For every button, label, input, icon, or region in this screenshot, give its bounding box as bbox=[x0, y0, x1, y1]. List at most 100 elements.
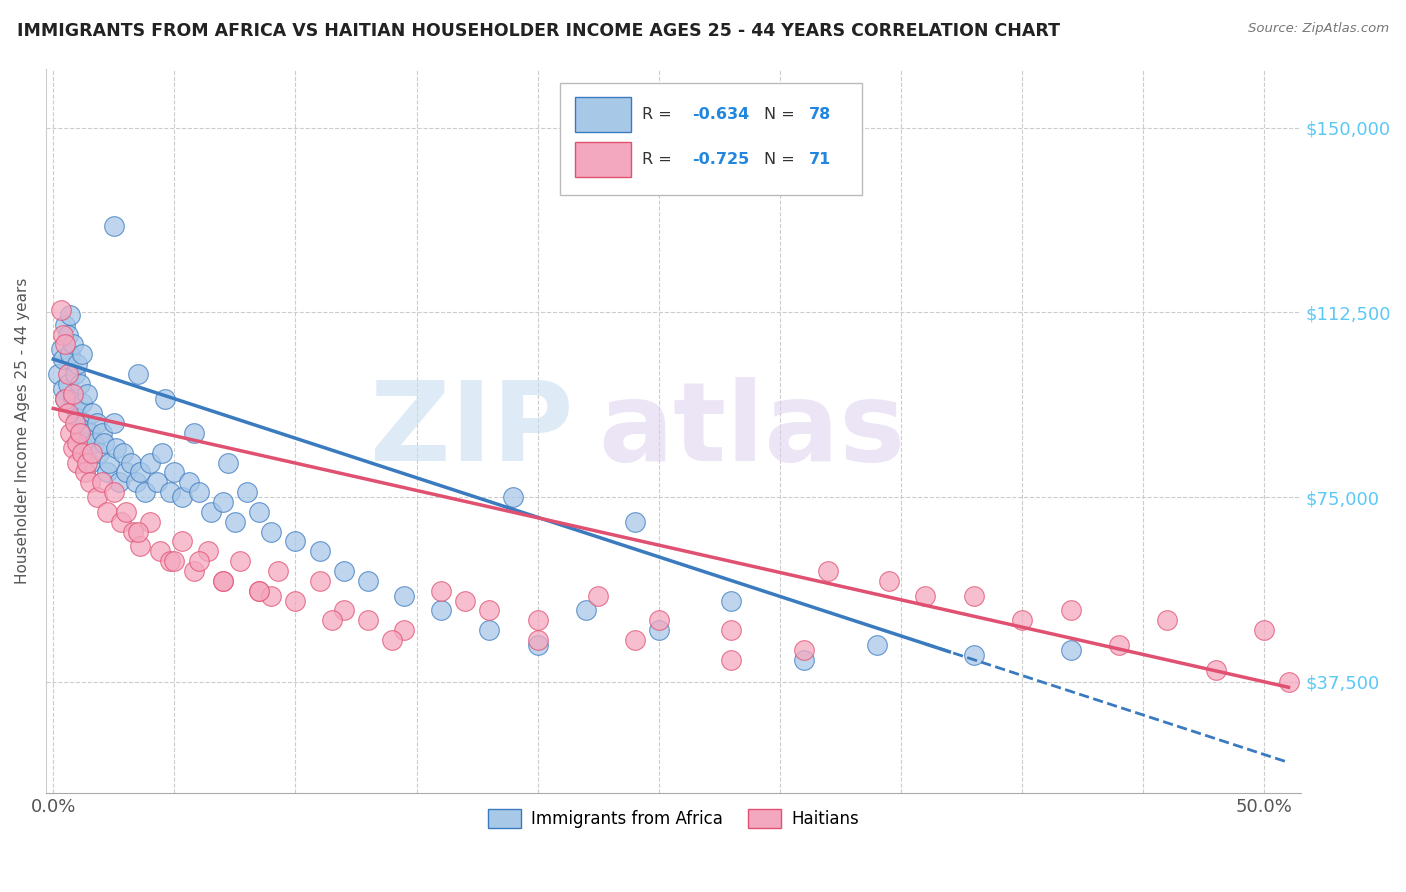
Point bbox=[69, 425, 91, 440]
Point bbox=[526, 632, 548, 647]
Point bbox=[129, 540, 152, 554]
Point bbox=[62, 441, 84, 455]
Point bbox=[52, 327, 75, 342]
Point bbox=[260, 589, 283, 603]
Point bbox=[76, 456, 98, 470]
Point bbox=[139, 515, 162, 529]
Text: IMMIGRANTS FROM AFRICA VS HAITIAN HOUSEHOLDER INCOME AGES 25 - 44 YEARS CORRELAT: IMMIGRANTS FROM AFRICA VS HAITIAN HOUSEH… bbox=[17, 22, 1060, 40]
Point bbox=[1205, 663, 1227, 677]
Point bbox=[187, 554, 209, 568]
Point bbox=[63, 416, 86, 430]
Point bbox=[53, 392, 76, 406]
Point bbox=[53, 337, 76, 351]
Point bbox=[224, 515, 246, 529]
Point bbox=[247, 505, 270, 519]
Point bbox=[1277, 674, 1299, 689]
Text: R =: R = bbox=[643, 107, 676, 122]
Point bbox=[73, 441, 96, 455]
Point bbox=[962, 589, 984, 603]
Point bbox=[478, 603, 501, 617]
Point bbox=[129, 466, 152, 480]
Point bbox=[229, 554, 252, 568]
Point bbox=[586, 589, 609, 603]
Point bbox=[73, 416, 96, 430]
Point bbox=[69, 376, 91, 391]
Point bbox=[59, 308, 82, 322]
Point bbox=[623, 632, 645, 647]
Point bbox=[170, 534, 193, 549]
Point bbox=[97, 456, 120, 470]
Point bbox=[183, 425, 205, 440]
Point bbox=[211, 574, 233, 588]
Point bbox=[79, 425, 101, 440]
Point bbox=[153, 392, 176, 406]
Point bbox=[56, 327, 79, 342]
Point bbox=[124, 475, 146, 490]
Point bbox=[793, 642, 815, 657]
Point bbox=[63, 401, 86, 416]
Point bbox=[59, 347, 82, 361]
Point bbox=[112, 446, 135, 460]
Point bbox=[211, 574, 233, 588]
Point bbox=[83, 436, 105, 450]
Point bbox=[69, 425, 91, 440]
Point bbox=[80, 446, 103, 460]
Point bbox=[79, 456, 101, 470]
Point bbox=[86, 416, 108, 430]
Point bbox=[170, 490, 193, 504]
Point bbox=[526, 613, 548, 627]
Point bbox=[1059, 642, 1081, 657]
Point bbox=[793, 653, 815, 667]
Point bbox=[53, 392, 76, 406]
Point bbox=[720, 653, 742, 667]
Point bbox=[72, 396, 94, 410]
Point bbox=[211, 495, 233, 509]
Point bbox=[49, 343, 72, 357]
Point bbox=[284, 534, 307, 549]
Point bbox=[110, 515, 132, 529]
Point bbox=[333, 564, 356, 578]
Point bbox=[502, 490, 524, 504]
Text: -0.634: -0.634 bbox=[692, 107, 749, 122]
Y-axis label: Householder Income Ages 25 - 44 years: Householder Income Ages 25 - 44 years bbox=[15, 277, 30, 583]
Point bbox=[89, 446, 111, 460]
Point bbox=[134, 485, 156, 500]
Point bbox=[90, 475, 112, 490]
Point bbox=[217, 456, 239, 470]
Point bbox=[93, 436, 115, 450]
Point bbox=[197, 544, 219, 558]
Point bbox=[866, 638, 889, 652]
Point bbox=[720, 623, 742, 637]
Point bbox=[53, 318, 76, 332]
Point bbox=[247, 583, 270, 598]
Point bbox=[284, 593, 307, 607]
Point bbox=[103, 485, 125, 500]
Point bbox=[163, 554, 186, 568]
Point bbox=[962, 648, 984, 662]
Point bbox=[394, 623, 416, 637]
Point bbox=[357, 574, 380, 588]
Point bbox=[62, 392, 84, 406]
Point bbox=[429, 603, 451, 617]
Point bbox=[159, 485, 181, 500]
Point bbox=[187, 485, 209, 500]
Point bbox=[308, 574, 330, 588]
Text: N =: N = bbox=[763, 153, 800, 168]
FancyBboxPatch shape bbox=[575, 97, 631, 132]
Point bbox=[575, 603, 598, 617]
Point bbox=[72, 347, 94, 361]
Point bbox=[90, 425, 112, 440]
Point bbox=[260, 524, 283, 539]
Point bbox=[150, 446, 173, 460]
Point bbox=[1156, 613, 1178, 627]
Point bbox=[66, 456, 89, 470]
Point bbox=[177, 475, 200, 490]
Point bbox=[79, 475, 101, 490]
Point bbox=[321, 613, 343, 627]
Point bbox=[200, 505, 222, 519]
Point bbox=[103, 219, 125, 234]
Point bbox=[394, 589, 416, 603]
Text: 78: 78 bbox=[808, 107, 831, 122]
Legend: Immigrants from Africa, Haitians: Immigrants from Africa, Haitians bbox=[481, 803, 866, 835]
Point bbox=[52, 382, 75, 396]
